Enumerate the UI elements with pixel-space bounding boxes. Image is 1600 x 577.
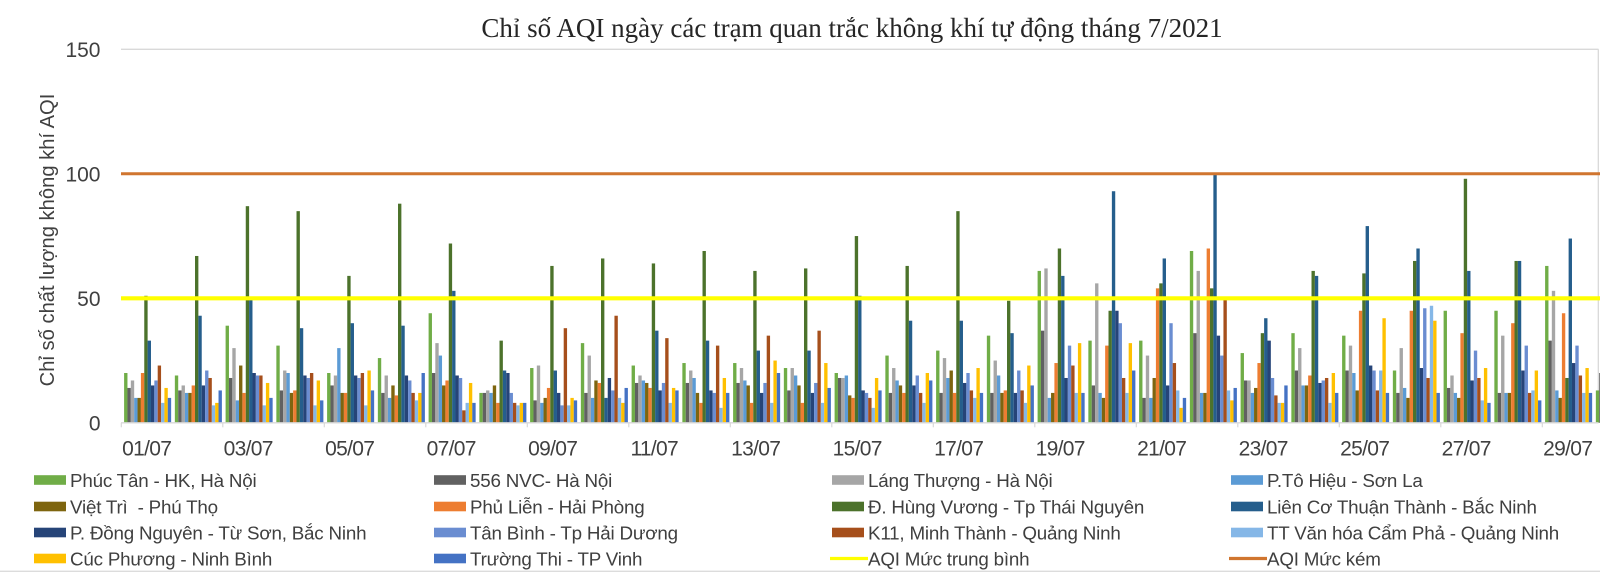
svg-text:Láng Thượng - Hà Nội: Láng Thượng - Hà Nội	[868, 470, 1052, 491]
svg-text:13/07: 13/07	[731, 438, 780, 461]
svg-text:Việt Trì - Phú Thọ: Việt Trì - Phú Thọ	[70, 496, 218, 517]
svg-text:100: 100	[65, 164, 100, 187]
svg-text:19/07: 19/07	[1036, 438, 1085, 461]
svg-text:27/07: 27/07	[1442, 438, 1491, 461]
svg-text:23/07: 23/07	[1239, 438, 1288, 461]
svg-text:AQI Mức kém: AQI Mức kém	[1267, 548, 1381, 569]
svg-text:0: 0	[89, 413, 101, 436]
svg-text:07/07: 07/07	[427, 438, 476, 461]
svg-text:15/07: 15/07	[833, 438, 882, 461]
svg-text:01/07: 01/07	[122, 438, 171, 461]
svg-text:K11, Minh Thành - Quảng Ninh: K11, Minh Thành - Quảng Ninh	[868, 522, 1121, 543]
svg-text:Tân Bình - Tp Hải Dương: Tân Bình - Tp Hải Dương	[470, 522, 678, 543]
svg-text:11/07: 11/07	[630, 438, 678, 461]
svg-text:50: 50	[77, 288, 100, 311]
svg-text:29/07: 29/07	[1543, 438, 1592, 461]
svg-text:Đ. Hùng Vương - Tp Thái Nguyên: Đ. Hùng Vương - Tp Thái Nguyên	[868, 496, 1144, 517]
svg-text:Trường Thi - TP Vinh: Trường Thi - TP Vinh	[470, 548, 642, 569]
svg-text:Chỉ số AQI ngày các trạm quan: Chỉ số AQI ngày các trạm quan trắc không…	[481, 13, 1222, 43]
svg-text:AQI Mức trung bình: AQI Mức trung bình	[868, 548, 1029, 569]
svg-text:P. Đồng Nguyên - Từ Sơn, Bắc N: P. Đồng Nguyên - Từ Sơn, Bắc Ninh	[70, 522, 366, 543]
svg-text:556 NVC- Hà Nội: 556 NVC- Hà Nội	[470, 470, 612, 491]
svg-text:09/07: 09/07	[528, 438, 577, 461]
svg-text:25/07: 25/07	[1340, 438, 1389, 461]
svg-text:21/07: 21/07	[1137, 438, 1186, 461]
svg-text:Phúc Tân - HK, Hà Nội: Phúc Tân - HK, Hà Nội	[70, 470, 256, 491]
svg-text:05/07: 05/07	[325, 438, 374, 461]
svg-text:Phủ Liễn - Hải Phòng: Phủ Liễn - Hải Phòng	[470, 496, 645, 517]
svg-text:P.Tô Hiệu - Sơn La: P.Tô Hiệu - Sơn La	[1267, 470, 1423, 491]
svg-text:17/07: 17/07	[934, 438, 983, 461]
svg-text:TT Văn hóa Cẩm Phả - Quảng Nin: TT Văn hóa Cẩm Phả - Quảng Ninh	[1267, 522, 1559, 543]
svg-text:150: 150	[65, 39, 100, 62]
svg-text:Liên Cơ Thuận Thành - Bắc Ninh: Liên Cơ Thuận Thành - Bắc Ninh	[1267, 496, 1537, 517]
svg-text:Chỉ số chất lượng không khí AQ: Chỉ số chất lượng không khí AQI	[37, 94, 59, 387]
svg-text:Cúc Phương - Ninh Bình: Cúc Phương - Ninh Bình	[70, 548, 272, 569]
svg-text:03/07: 03/07	[224, 438, 273, 461]
